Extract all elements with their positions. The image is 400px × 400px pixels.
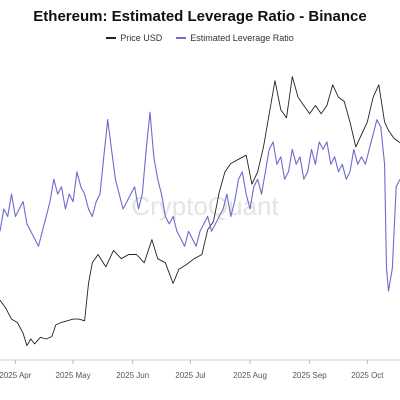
legend-swatch-leverage (176, 37, 187, 39)
x-tick-label: 2025 Oct (351, 371, 384, 380)
x-tick-label: 2025 Jun (116, 371, 149, 380)
legend-item-price[interactable]: Price USD (106, 33, 162, 43)
x-tick-label: 2025 Sep (292, 371, 327, 380)
legend-label-price: Price USD (120, 33, 163, 43)
watermark: CryptoQuant (131, 191, 279, 221)
chart-title: Ethereum: Estimated Leverage Ratio - Bin… (33, 8, 367, 25)
legend-swatch-price (106, 37, 117, 39)
series-lines (0, 76, 400, 347)
legend-item-leverage[interactable]: Estimated Leverage Ratio (176, 33, 294, 43)
series-line-price-usd (0, 76, 400, 347)
x-axis: 2025 Apr 2025 May 2025 Jun 2025 Jul 2025 Aug… (0, 359, 400, 380)
x-tick-label: 2025 Jul (175, 371, 205, 380)
x-tick-label: 2025 Apr (0, 371, 32, 380)
x-tick-label: 2025 May (56, 371, 91, 380)
series-line-leverage-ratio (0, 111, 400, 292)
legend: Price USD Estimated Leverage Ratio (0, 33, 400, 43)
x-tick-label: 2025 Aug (233, 371, 267, 380)
legend-label-leverage: Estimated Leverage Ratio (190, 33, 294, 43)
